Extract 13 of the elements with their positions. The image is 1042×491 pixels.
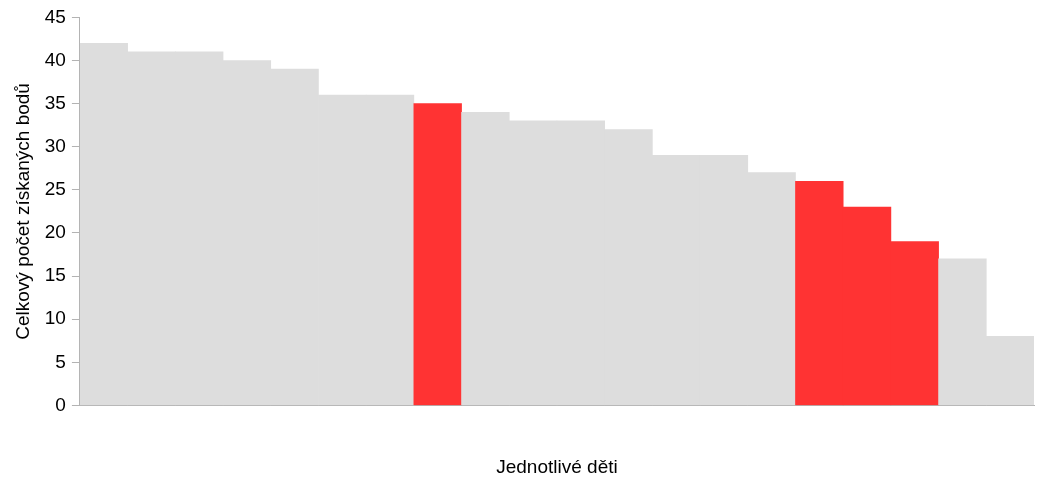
y-tick-label: 20 [44, 221, 66, 243]
y-tick-label: 45 [44, 5, 66, 27]
y-tick-label: 5 [55, 350, 66, 372]
y-tick-label: 15 [44, 264, 66, 286]
y-tick-label: 35 [44, 91, 66, 113]
y-tick-label: 0 [55, 393, 66, 415]
y-tick-label: 25 [44, 178, 66, 200]
y-axis-title: Celkový počet získaných bodů [11, 83, 33, 340]
bar [413, 103, 462, 406]
y-tick-label: 40 [44, 48, 66, 70]
x-axis-title: Jednotlivé děti [496, 455, 618, 477]
y-tick-label: 10 [44, 307, 66, 329]
y-tick-label: 30 [44, 134, 66, 156]
